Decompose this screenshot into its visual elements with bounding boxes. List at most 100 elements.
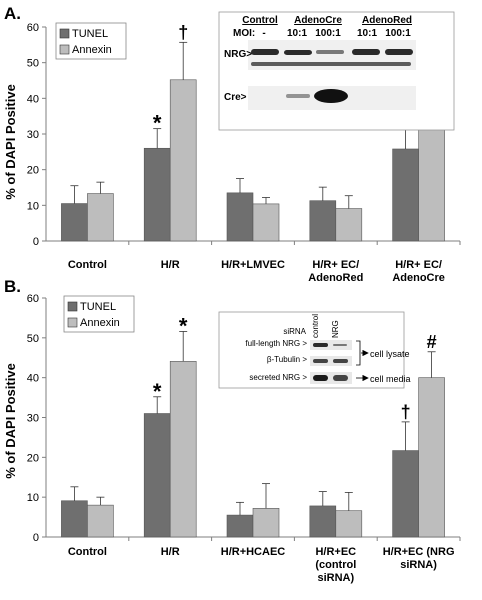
bar-annexin: [169, 361, 197, 538]
blot-a-nrg-bands: [251, 49, 413, 66]
panel-a-y-axis-label: % of DAPI Positive: [3, 84, 18, 200]
blot-b-band: [313, 375, 328, 381]
y-tick-label: 30: [27, 413, 39, 425]
y-tick-label: 40: [27, 373, 39, 385]
bar-tunel: [309, 200, 337, 242]
blot-a-nrg-band: [251, 49, 279, 55]
blot-b-band: [333, 359, 348, 363]
x-tick-label: H/R: [161, 546, 180, 558]
x-tick-label: H/R+EC (control siRNA): [315, 546, 356, 584]
panel-b-blot-inset: siRNA control NRG full-length NRG > β-Tu…: [218, 311, 411, 389]
y-tick-label: 60: [27, 22, 39, 34]
x-tick-label: Control: [68, 546, 107, 558]
panel-b-legend: TUNEL Annexin: [63, 295, 135, 333]
x-tick-label: H/R+LMVEC: [221, 259, 285, 271]
bar-annexin: [252, 508, 280, 538]
x-tick-label: Control: [68, 259, 107, 271]
blot-b-band: [313, 359, 328, 363]
significance-marker: †: [401, 402, 411, 422]
y-tick-label: 60: [27, 293, 39, 305]
y-tick-label: 30: [27, 129, 39, 141]
y-tick-label: 20: [27, 165, 39, 177]
blot-a-nrg-band: [385, 49, 413, 55]
blot-b-band: [333, 375, 348, 381]
blot-a-moi-lane5: 100:1: [385, 28, 411, 39]
x-tick-label: H/R+ EC/AdenoRed: [308, 259, 363, 284]
y-tick-label: 20: [27, 452, 39, 464]
blot-b-col-control: control: [311, 314, 320, 338]
x-tick-label: H/R+HCAEC: [221, 546, 286, 558]
y-tick-label: 0: [33, 532, 39, 544]
panel-a-y-ticks: 0 10 20 30 40 50 60: [27, 22, 461, 248]
legend-label-annexin: Annexin: [72, 44, 112, 56]
legend-swatch-tunel: [67, 301, 78, 312]
bar-tunel: [226, 192, 254, 242]
significance-marker: *: [153, 111, 162, 136]
significance-marker: #: [427, 332, 437, 352]
panel-b: B. % of DAPI Positive 0 10 20 30 40 50 60 Cont…: [3, 277, 461, 584]
blot-a-row-cre: Cre>: [224, 92, 247, 103]
blot-a-moi-lane2: 10:1: [287, 28, 307, 39]
bar-annexin: [335, 208, 363, 242]
blot-a-moi-lane4: 10:1: [357, 28, 377, 39]
blot-b-col-nrg: NRG: [331, 320, 340, 338]
legend-swatch-annexin: [59, 44, 70, 55]
panel-b-bars: [61, 331, 445, 538]
blot-a-row-nrg: NRG>: [224, 49, 252, 60]
panel-b-annotations: * * † #: [153, 313, 437, 421]
blot-a-moi-label: MOI:: [233, 28, 255, 39]
blot-a-nrg-band: [352, 49, 380, 55]
legend-label-tunel: TUNEL: [80, 301, 116, 313]
blot-a-cre-band-strong: [314, 89, 348, 103]
blot-b-header: siRNA: [283, 327, 306, 336]
blot-b-row-tubulin: β-Tubulin >: [267, 355, 307, 364]
blot-a-lower-band: [251, 62, 411, 66]
panel-a-label: A.: [4, 4, 21, 23]
bar-tunel: [226, 514, 254, 538]
bar-annexin: [418, 377, 445, 538]
blot-b-side-media: cell media: [370, 374, 411, 384]
bar-annexin: [87, 504, 114, 538]
panel-b-x-tick-labels: Control H/R H/R+HCAEC H/R+EC (control siRNA) H…: [68, 546, 455, 584]
panel-a-blot-inset: Control AdenoCre AdenoRed MOI: - 10:1 10…: [218, 11, 455, 131]
y-tick-label: 10: [27, 492, 39, 504]
significance-marker: *: [179, 313, 188, 338]
blot-b-row-fl-nrg: full-length NRG >: [245, 339, 307, 348]
blot-a-moi-lane1: -: [262, 28, 265, 39]
blot-b-row-secreted: secreted NRG >: [249, 373, 307, 382]
blot-a-nrg-band: [316, 50, 344, 54]
bar-annexin: [169, 79, 197, 242]
legend-label-tunel: TUNEL: [72, 28, 108, 40]
blot-a-group-adenocre: AdenoCre: [294, 15, 342, 26]
bar-annexin: [252, 203, 280, 242]
blot-b-strip-1: [310, 340, 352, 350]
blot-b-band: [333, 344, 347, 346]
blot-a-moi-lane3: 100:1: [315, 28, 341, 39]
significance-marker: †: [178, 22, 188, 42]
bar-tunel: [392, 450, 419, 538]
blot-b-side-lysate: cell lysate: [370, 349, 410, 359]
x-tick-label: H/R+EC (NRG siRNA): [383, 546, 455, 571]
legend-swatch-tunel: [59, 28, 70, 39]
bar-annexin: [87, 193, 114, 242]
legend-label-annexin: Annexin: [80, 317, 120, 329]
bar-tunel: [143, 413, 171, 538]
panel-a-legend: TUNEL Annexin: [55, 22, 127, 60]
blot-b-bracket-lysate: [356, 340, 361, 366]
bar-tunel: [392, 148, 419, 242]
bar-tunel: [61, 203, 88, 242]
panel-a-x-tick-labels: Control H/R H/R+LMVEC H/R+ EC/AdenoRed H/R+ …: [68, 259, 445, 284]
legend-swatch-annexin: [67, 317, 78, 328]
bar-tunel: [61, 500, 88, 538]
y-tick-label: 0: [33, 236, 39, 248]
blot-a-frame: [218, 11, 455, 131]
x-tick-label: H/R+ EC/AdenoCre: [392, 259, 445, 284]
significance-marker: *: [153, 379, 162, 404]
x-tick-label: H/R: [161, 259, 180, 271]
blot-a-group-control: Control: [242, 15, 278, 26]
y-tick-label: 50: [27, 58, 39, 70]
blot-b-strip-2: [310, 356, 352, 366]
panel-b-label: B.: [4, 277, 21, 296]
panel-b-y-axis-label: % of DAPI Positive: [3, 363, 18, 479]
